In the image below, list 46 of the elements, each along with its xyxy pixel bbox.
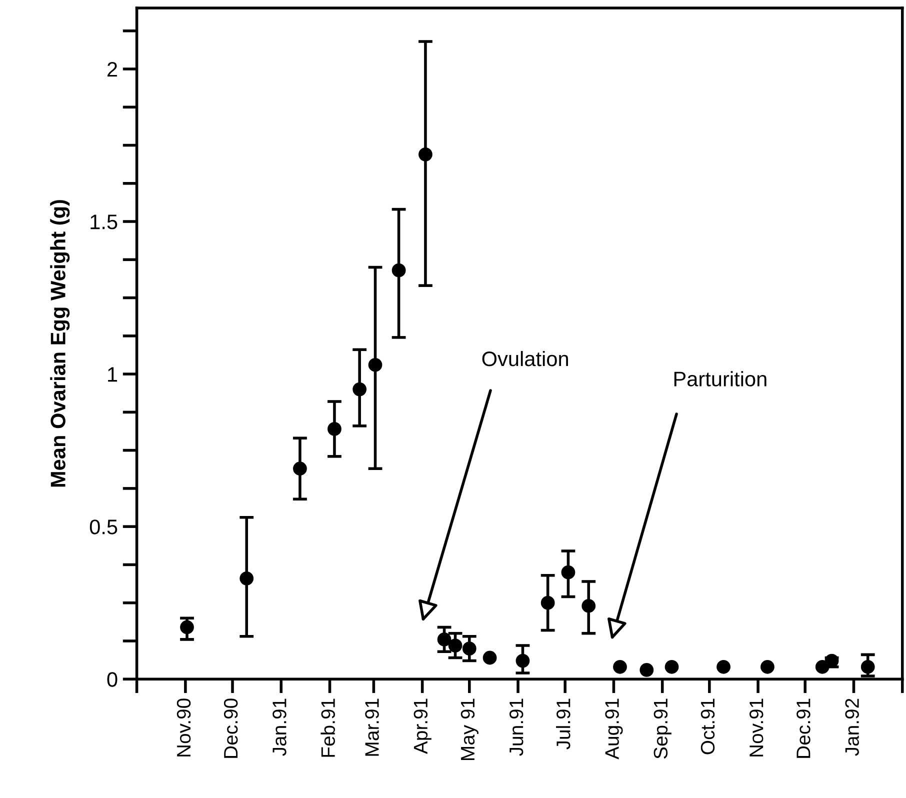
point xyxy=(516,654,530,668)
x-tick-label: Jun.91 xyxy=(509,698,524,756)
point xyxy=(462,642,476,656)
x-tick-label: Nov.91 xyxy=(750,698,764,756)
y-tick-label: 1 xyxy=(108,367,118,382)
point xyxy=(293,462,307,476)
point xyxy=(613,660,627,674)
point xyxy=(540,596,555,610)
x-tick-label: Aug.91 xyxy=(605,698,623,760)
y-tick-label: 0.5 xyxy=(90,520,118,534)
point xyxy=(815,660,830,674)
point xyxy=(180,620,194,634)
point xyxy=(561,565,576,580)
x-tick-label: Feb.91 xyxy=(320,698,335,757)
annotation: Ovulation xyxy=(482,350,568,366)
x-tick-label: Oct.91 xyxy=(700,698,715,754)
point xyxy=(448,638,462,652)
point xyxy=(437,632,452,646)
y-tick-label: 2 xyxy=(108,62,118,77)
x-tick-label: Sep.91 xyxy=(654,698,672,759)
point xyxy=(328,422,342,436)
y-tick-label: 0 xyxy=(107,672,118,687)
point xyxy=(482,650,497,665)
point xyxy=(392,263,406,278)
x-tick-label: Nov.90 xyxy=(176,698,191,756)
y-tick-label: 1.5 xyxy=(90,214,118,230)
point xyxy=(716,660,730,674)
x-tick-label: Dec.91 xyxy=(796,698,810,758)
point xyxy=(640,663,654,677)
x-tick-label: May 91 xyxy=(460,698,478,760)
x-tick-label: Jan.91 xyxy=(272,698,286,756)
x-tick-label: Jul.91 xyxy=(556,698,570,750)
x-tick-label: Mar.91 xyxy=(365,698,379,756)
y-axis-title: Mean Ovarian Egg Weight (g) xyxy=(50,200,70,487)
point xyxy=(418,147,432,162)
x-tick-label: Jan.92 xyxy=(845,698,859,756)
point xyxy=(664,660,679,674)
point xyxy=(368,358,382,372)
point xyxy=(860,660,875,674)
point xyxy=(352,382,367,396)
point xyxy=(582,598,596,613)
annotation: Parturition xyxy=(674,371,766,386)
x-tick-label: Apr.91 xyxy=(414,698,432,754)
point xyxy=(240,571,254,586)
x-tick-label: Dec.90 xyxy=(224,698,238,758)
point xyxy=(760,660,774,674)
